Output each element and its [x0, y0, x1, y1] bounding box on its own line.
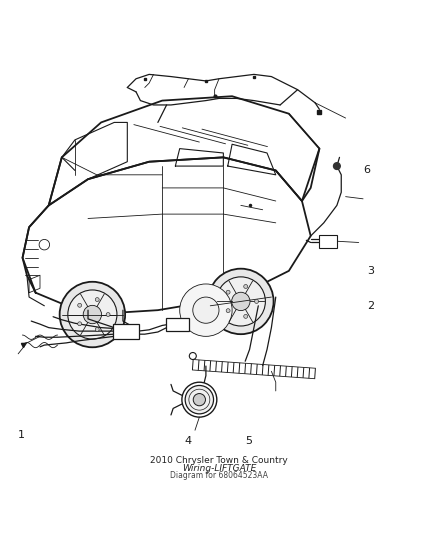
Text: 2010 Chrysler Town & Country: 2010 Chrysler Town & Country [150, 456, 288, 465]
Circle shape [226, 309, 230, 313]
Circle shape [226, 290, 230, 294]
Circle shape [39, 239, 49, 250]
Circle shape [244, 285, 247, 288]
Text: Diagram for 68064523AA: Diagram for 68064523AA [170, 471, 268, 480]
Circle shape [244, 314, 247, 318]
Text: 4: 4 [184, 436, 191, 446]
Text: 3: 3 [367, 266, 374, 276]
Ellipse shape [182, 382, 217, 417]
Circle shape [216, 277, 265, 326]
Circle shape [254, 300, 258, 303]
Text: Wiring-LIFTGATE: Wiring-LIFTGATE [182, 464, 256, 473]
Circle shape [68, 290, 117, 339]
Circle shape [232, 292, 250, 311]
Circle shape [208, 269, 274, 334]
Text: 5: 5 [245, 436, 252, 446]
Circle shape [95, 327, 99, 332]
Circle shape [193, 297, 219, 323]
Ellipse shape [193, 393, 205, 406]
Text: 2: 2 [367, 301, 374, 311]
Ellipse shape [185, 385, 214, 414]
Circle shape [60, 282, 125, 348]
Circle shape [78, 322, 81, 326]
Circle shape [180, 284, 232, 336]
Circle shape [78, 303, 81, 307]
Circle shape [106, 312, 110, 317]
FancyBboxPatch shape [166, 318, 189, 330]
Circle shape [95, 297, 99, 302]
Text: 1: 1 [18, 430, 25, 440]
Text: 6: 6 [363, 165, 370, 175]
Circle shape [333, 163, 340, 169]
Circle shape [189, 352, 196, 359]
Circle shape [83, 305, 102, 324]
FancyBboxPatch shape [113, 324, 139, 340]
FancyBboxPatch shape [318, 235, 337, 248]
